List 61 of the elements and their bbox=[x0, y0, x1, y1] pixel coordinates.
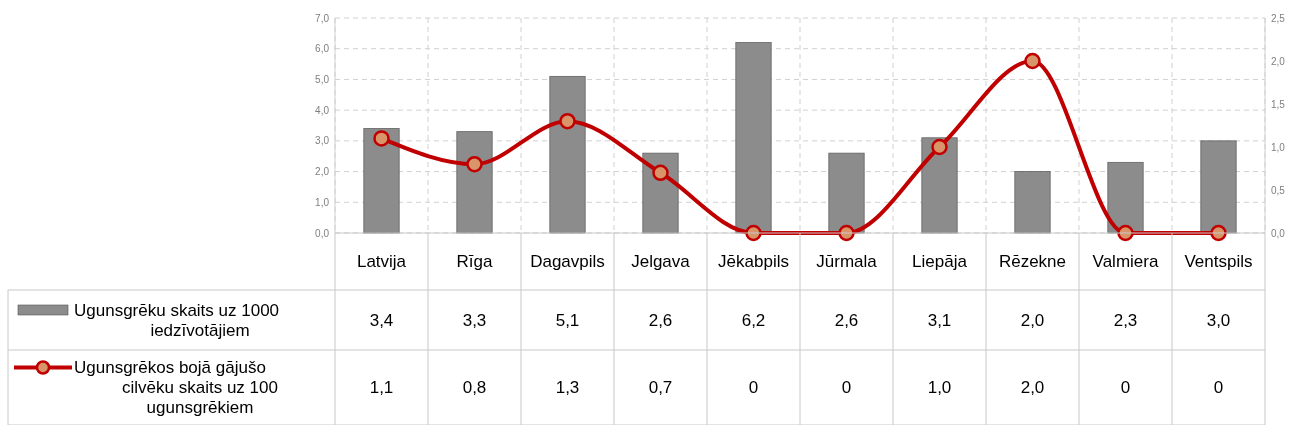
data-label: 2,6 bbox=[648, 310, 673, 330]
data-label: 1,1 bbox=[369, 378, 394, 398]
y2-tick-label: 1,0 bbox=[1271, 141, 1286, 153]
x-tick-label: Dagavpils bbox=[530, 252, 605, 272]
y-tick-label: 4,0 bbox=[315, 104, 330, 116]
x-tick-label: Jelgava bbox=[631, 252, 691, 272]
data-label: 3,0 bbox=[1206, 310, 1231, 330]
y2-tick-label: 1,5 bbox=[1271, 98, 1286, 110]
legend-label: Ugunsgrēku skaits uz 1000 iedzīvotājiem bbox=[74, 300, 280, 340]
x-tick-label: Jūrmala bbox=[816, 252, 878, 272]
bar bbox=[456, 131, 493, 234]
x-tick-label: Rīga bbox=[456, 252, 493, 272]
y-tick-label: 7,0 bbox=[315, 12, 330, 24]
data-label: 1,0 bbox=[927, 378, 952, 398]
bar bbox=[828, 152, 865, 234]
data-label: 6,2 bbox=[741, 310, 766, 330]
point bbox=[652, 164, 669, 182]
x-tick-label: Ventspils bbox=[1184, 252, 1253, 272]
data-label: 2,6 bbox=[834, 310, 859, 330]
bar bbox=[1014, 171, 1051, 234]
bar bbox=[1200, 140, 1237, 234]
data-label: 0,8 bbox=[462, 378, 487, 398]
y2-tick-label: 0,0 bbox=[1271, 227, 1286, 239]
data-label: 3,3 bbox=[462, 310, 487, 330]
data-label: 3,1 bbox=[927, 310, 952, 330]
y-tick-label: 0,0 bbox=[315, 227, 330, 239]
data-label: 0 bbox=[1213, 378, 1224, 398]
x-tick-label: Jēkabpils bbox=[718, 252, 789, 272]
legend-label: Ugunsgrēkos bojā gājušo cilvēku skaits uz 100 ugunsgrēkiem bbox=[74, 358, 278, 418]
y-tick-label: 2,0 bbox=[315, 166, 330, 178]
bar bbox=[549, 75, 586, 234]
y2-tick-label: 2,0 bbox=[1271, 55, 1286, 67]
bar bbox=[363, 128, 400, 234]
x-tick-label: Liepāja bbox=[912, 252, 968, 272]
x-tick-label: Latvija bbox=[356, 252, 407, 272]
data-label: 2,3 bbox=[1113, 310, 1138, 330]
data-label: 0,7 bbox=[648, 378, 673, 398]
y-tick-label: 6,0 bbox=[315, 43, 330, 55]
data-label: 5,1 bbox=[555, 310, 580, 330]
point bbox=[1024, 52, 1041, 70]
data-label: 0 bbox=[1120, 378, 1131, 398]
y-tick-label: 5,0 bbox=[315, 73, 330, 85]
data-label: 3,4 bbox=[369, 310, 394, 330]
data-label: 2,0 bbox=[1020, 378, 1045, 398]
point bbox=[466, 155, 483, 173]
data-label: 2,0 bbox=[1020, 310, 1045, 330]
data-label: 0 bbox=[748, 378, 759, 398]
x-tick-label: Rēzekne bbox=[998, 252, 1067, 272]
data-label: 0 bbox=[841, 378, 852, 398]
point bbox=[373, 130, 390, 147]
x-tick-label: Valmiera bbox=[1092, 252, 1159, 272]
bar bbox=[1107, 161, 1144, 234]
bar bbox=[921, 137, 958, 234]
y-tick-label: 1,0 bbox=[315, 196, 330, 208]
y2-tick-label: 0,5 bbox=[1271, 184, 1286, 196]
y2-tick-label: 2,5 bbox=[1271, 12, 1286, 24]
bar bbox=[735, 42, 772, 234]
y-tick-label: 3,0 bbox=[315, 135, 330, 147]
data-label: 1,3 bbox=[555, 378, 580, 398]
point bbox=[559, 112, 576, 130]
point bbox=[931, 138, 948, 156]
